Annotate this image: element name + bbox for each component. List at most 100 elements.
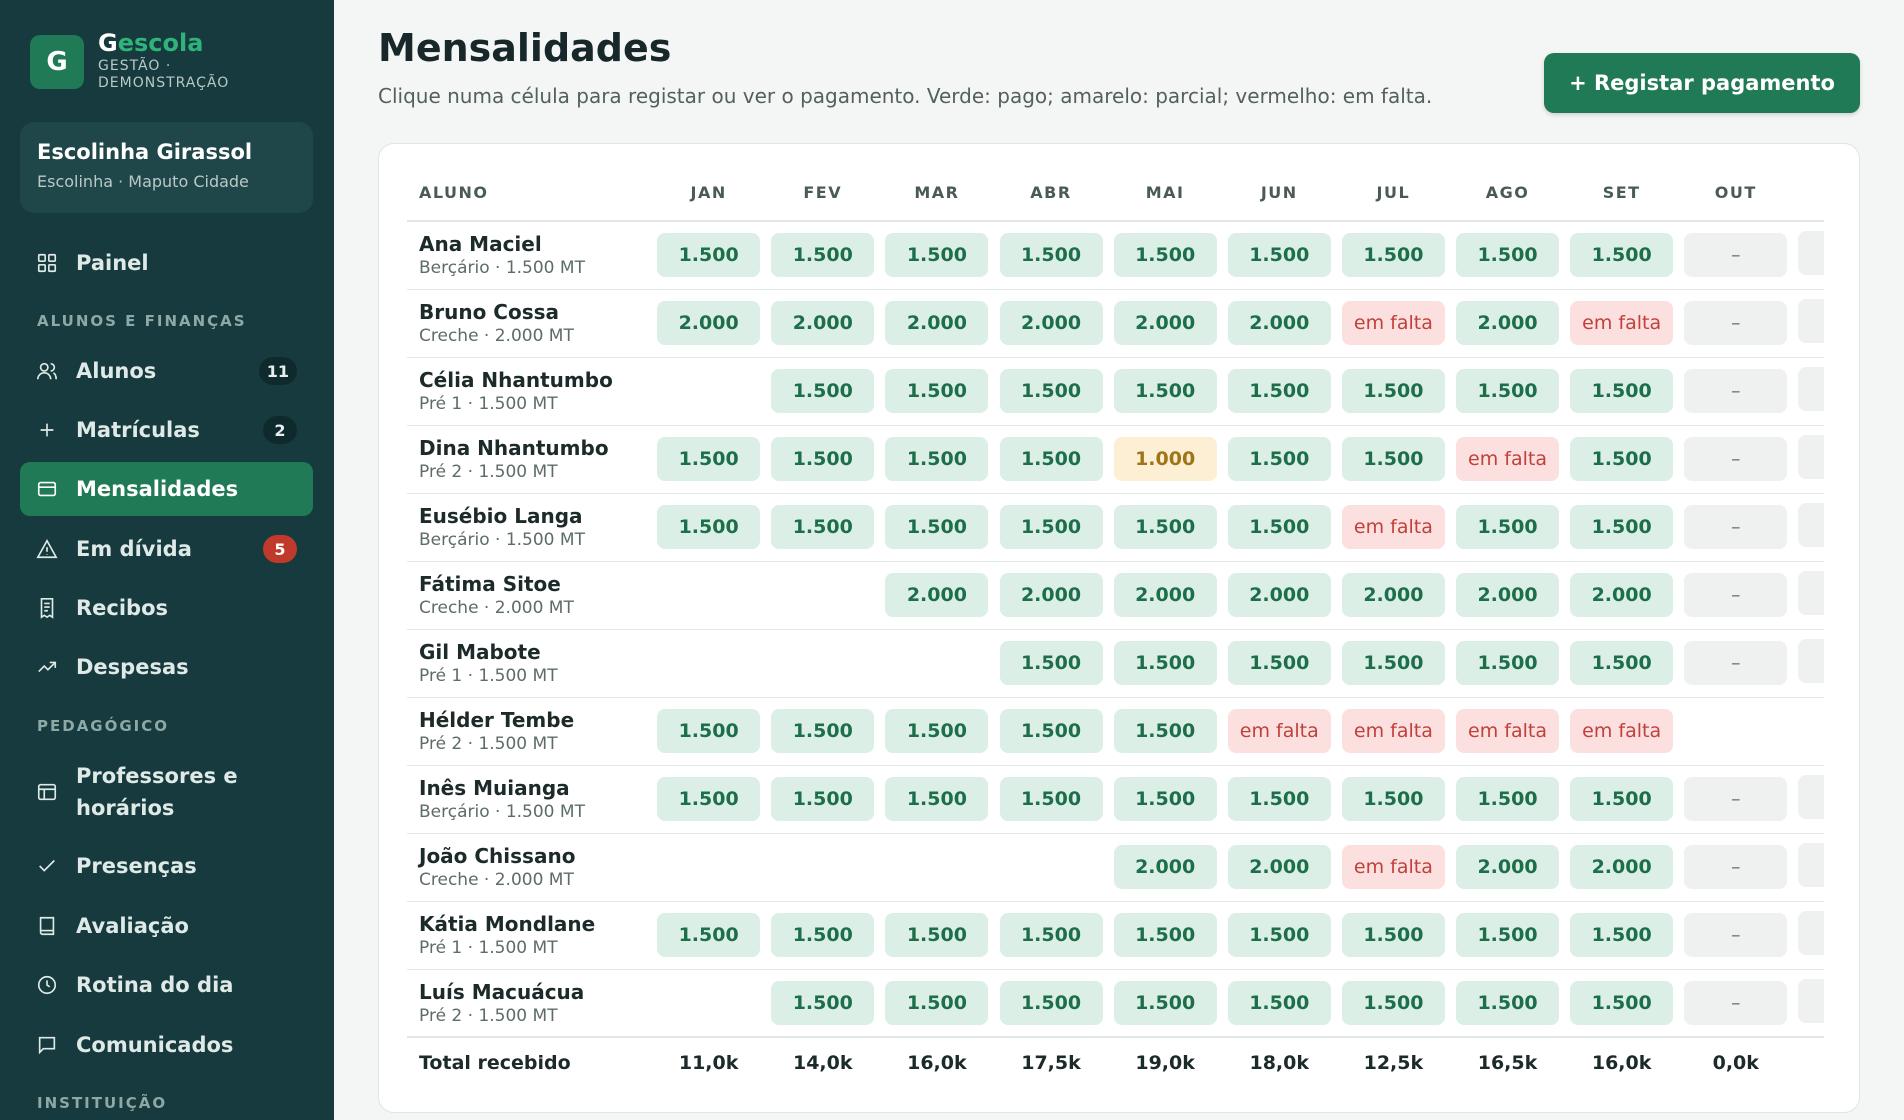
payment-paid-cell[interactable]: 1.500 [1113,233,1217,278]
student-cell[interactable]: Eusébio Langa Berçário · 1.500 MT [407,493,652,562]
payment-paid-cell[interactable]: 1.500 [1227,641,1331,685]
payment-missing-cell[interactable]: em falta [1341,301,1445,345]
payment-paid-cell[interactable]: 2.000 [1227,845,1331,889]
payment-none-cell[interactable] [885,843,988,887]
payment-paid-cell[interactable]: 1.500 [657,437,761,481]
payment-none-cell[interactable] [657,979,760,1023]
payment-paid-cell[interactable]: 2.000 [999,573,1103,617]
payment-paid-cell[interactable]: 1.500 [999,980,1103,1025]
payment-none-cell[interactable] [1684,707,1787,751]
payment-paid-cell[interactable]: 1.500 [657,709,761,753]
payment-paid-cell[interactable]: 1.500 [1227,980,1331,1025]
payment-paid-cell[interactable]: 1.500 [1113,505,1217,549]
payment-paid-cell[interactable]: 1.500 [1456,980,1559,1025]
payment-paid-cell[interactable]: 1.500 [1227,777,1331,821]
student-cell[interactable]: Ana Maciel Berçário · 1.500 MT [407,221,652,290]
payment-paid-cell[interactable]: 2.000 [999,301,1103,345]
payment-paid-cell[interactable]: 1.500 [1113,641,1217,685]
payment-paid-cell[interactable]: 1.500 [771,980,875,1025]
payment-paid-cell[interactable]: 1.500 [999,505,1103,549]
payment-paid-cell[interactable]: 1.500 [657,777,761,821]
payment-paid-cell[interactable]: 1.500 [999,437,1103,481]
payment-paid-cell[interactable]: 1.500 [1570,233,1674,278]
payment-paid-cell[interactable]: 1.500 [885,437,989,481]
payment-future-cell[interactable] [1798,367,1824,411]
payment-future-cell[interactable]: – [1684,913,1788,957]
payment-paid-cell[interactable]: 1.500 [1456,777,1559,821]
payment-none-cell[interactable] [657,639,760,683]
payment-paid-cell[interactable]: 1.500 [1456,641,1559,685]
student-cell[interactable]: Dina Nhantumbo Pré 2 · 1.500 MT [407,425,652,494]
payment-future-cell[interactable]: – [1684,777,1788,821]
payment-paid-cell[interactable]: 1.500 [771,913,875,957]
payment-paid-cell[interactable]: 2.000 [1456,573,1559,617]
payment-paid-cell[interactable]: 1.500 [885,233,989,278]
payment-none-cell[interactable] [771,843,874,887]
payment-paid-cell[interactable]: 2.000 [1113,845,1217,889]
payment-paid-cell[interactable]: 1.500 [1341,980,1445,1025]
payment-none-cell[interactable] [657,367,760,411]
payment-paid-cell[interactable]: 1.500 [1456,913,1559,957]
student-cell[interactable]: Fátima Sitoe Creche · 2.000 MT [407,561,652,630]
payment-paid-cell[interactable]: 2.000 [1113,301,1217,345]
payment-future-cell[interactable]: – [1684,641,1788,685]
payment-missing-cell[interactable]: em falta [1456,709,1559,753]
payment-future-cell[interactable] [1798,299,1824,343]
payment-paid-cell[interactable]: 1.500 [1570,777,1674,821]
payment-paid-cell[interactable]: 1.500 [885,777,989,821]
student-cell[interactable]: João Chissano Creche · 2.000 MT [407,833,652,902]
payment-paid-cell[interactable]: 2.000 [1570,573,1674,617]
payment-paid-cell[interactable]: 1.500 [1113,913,1217,957]
student-cell[interactable]: Luís Macuácua Pré 2 · 1.500 MT [407,969,652,1038]
payment-paid-cell[interactable]: 1.500 [1456,233,1559,278]
payment-none-cell[interactable] [1798,707,1824,751]
payment-paid-cell[interactable]: 1.500 [1570,641,1674,685]
payment-paid-cell[interactable]: 1.500 [657,233,761,278]
payment-future-cell[interactable]: – [1684,301,1788,345]
sidebar-item-professores[interactable]: Professores e horários [20,752,313,832]
payment-missing-cell[interactable]: em falta [1341,505,1445,549]
sidebar-item-painel[interactable]: Painel [20,236,313,290]
payment-paid-cell[interactable]: 1.500 [999,233,1103,278]
payment-future-cell[interactable] [1798,503,1824,547]
sidebar-item-rotina[interactable]: Rotina do dia [20,958,313,1012]
sidebar-item-avaliacao[interactable]: Avaliação [20,899,313,953]
payment-paid-cell[interactable]: 1.500 [1341,777,1445,821]
payment-paid-cell[interactable]: 1.500 [1113,709,1217,753]
payment-future-cell[interactable]: – [1684,980,1788,1025]
payment-paid-cell[interactable]: 1.500 [1570,437,1674,481]
payment-paid-cell[interactable]: 1.500 [1570,913,1674,957]
payment-none-cell[interactable] [885,639,988,683]
sidebar-item-em-divida[interactable]: Em dívida 5 [20,522,313,576]
payment-none-cell[interactable] [657,843,760,887]
payment-paid-cell[interactable]: 1.500 [771,437,875,481]
payment-paid-cell[interactable]: 2.000 [657,301,761,345]
payment-paid-cell[interactable]: 1.500 [999,709,1103,753]
sidebar-item-alunos[interactable]: Alunos 11 [20,344,313,398]
payment-paid-cell[interactable]: 1.500 [1227,505,1331,549]
payment-future-cell[interactable]: – [1684,233,1788,278]
payment-paid-cell[interactable]: 1.500 [1570,505,1674,549]
payment-future-cell[interactable] [1798,775,1824,819]
payment-paid-cell[interactable]: 1.500 [999,641,1103,685]
payment-paid-cell[interactable]: 1.500 [771,777,875,821]
payment-paid-cell[interactable]: 1.500 [657,913,761,957]
sidebar-item-recibos[interactable]: Recibos [20,581,313,635]
payment-paid-cell[interactable]: 1.500 [1341,369,1445,413]
payment-paid-cell[interactable]: 1.500 [1227,913,1331,957]
student-cell[interactable]: Hélder Tembe Pré 2 · 1.500 MT [407,697,652,766]
student-cell[interactable]: Gil Mabote Pré 1 · 1.500 MT [407,629,652,698]
payment-paid-cell[interactable]: 1.500 [999,913,1103,957]
student-cell[interactable]: Inês Muianga Berçário · 1.500 MT [407,765,652,834]
payment-paid-cell[interactable]: 1.500 [771,233,875,278]
payment-paid-cell[interactable]: 2.000 [771,301,875,345]
payment-paid-cell[interactable]: 1.500 [1456,369,1559,413]
payment-paid-cell[interactable]: 1.500 [1341,913,1445,957]
payment-future-cell[interactable] [1798,231,1824,276]
table-scroll-area[interactable]: ALUNO JANFEVMARABRMAIJUNJULAGOSETOUTNOV … [407,164,1824,1104]
payment-missing-cell[interactable]: em falta [1341,709,1445,753]
payment-paid-cell[interactable]: 1.500 [1227,369,1331,413]
payment-paid-cell[interactable]: 1.500 [1113,777,1217,821]
payment-paid-cell[interactable]: 1.500 [771,709,875,753]
payment-future-cell[interactable] [1798,978,1824,1023]
